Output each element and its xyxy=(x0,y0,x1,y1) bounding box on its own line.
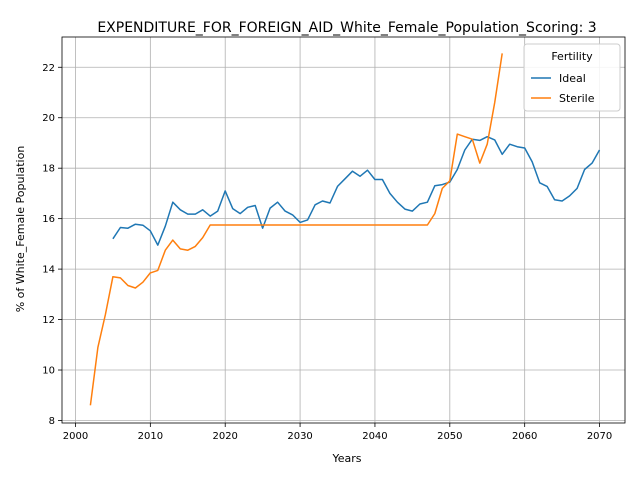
y-tick-label: 14 xyxy=(42,265,55,276)
y-tick-label: 20 xyxy=(42,113,55,124)
y-tick-label: 10 xyxy=(42,366,55,377)
x-tick-label: 2040 xyxy=(362,431,387,442)
plot-frame xyxy=(61,36,626,424)
x-tick-label: 2030 xyxy=(287,431,312,442)
series-lines xyxy=(89,53,601,406)
legend-title: Fertility xyxy=(551,50,593,63)
chart-title: EXPENDITURE_FOR_FOREIGN_AID_White_Female… xyxy=(97,20,596,36)
x-tick-label: 2050 xyxy=(437,431,462,442)
x-axis-label: Years xyxy=(331,452,361,465)
y-axis-label: % of White_Female Population xyxy=(14,146,27,313)
y-tick-label: 22 xyxy=(42,63,55,74)
y-tick-label: 16 xyxy=(42,214,55,225)
series-line-ideal xyxy=(112,135,601,246)
legend-box xyxy=(523,43,621,112)
y-tick-label: 12 xyxy=(42,315,55,326)
y-tick-label: 18 xyxy=(42,164,55,175)
x-tick-label: 2060 xyxy=(512,431,537,442)
axis-ticks: 2000 2010 2020 2030 2040 2050 2060 2070 8 10 12 14 1… xyxy=(42,63,612,442)
x-tick-label: 2010 xyxy=(138,431,163,442)
series-line-sterile xyxy=(89,53,503,406)
y-tick-label: 8 xyxy=(49,416,55,427)
legend-label-sterile: Sterile xyxy=(559,92,595,105)
legend: Fertility Ideal Sterile xyxy=(523,43,621,112)
x-tick-label: 2020 xyxy=(212,431,237,442)
x-tick-label: 2070 xyxy=(587,431,612,442)
x-tick-label: 2000 xyxy=(63,431,88,442)
legend-label-ideal: Ideal xyxy=(559,72,586,85)
